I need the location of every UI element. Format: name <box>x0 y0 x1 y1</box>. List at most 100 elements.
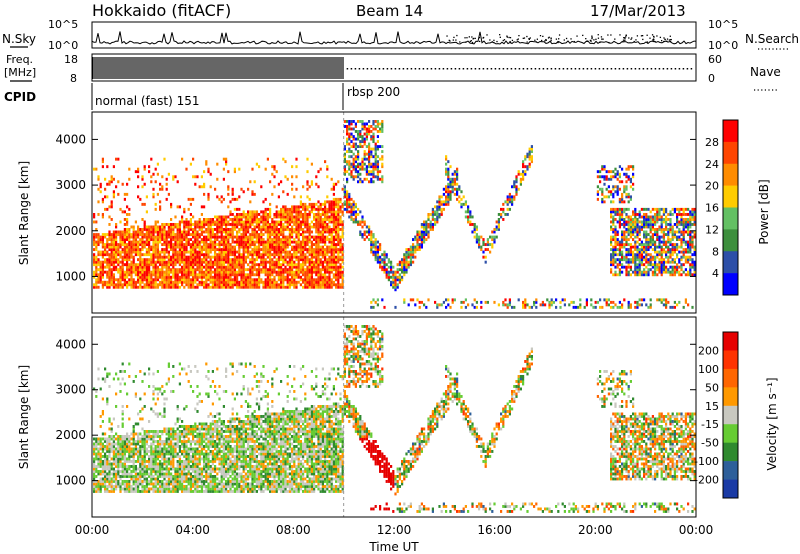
nsearch-dot <box>544 40 546 42</box>
heatmap-cell <box>348 195 351 199</box>
heatmap-cell <box>253 233 256 237</box>
heatmap-cell <box>629 245 632 249</box>
heatmap-cell <box>341 225 344 229</box>
heatmap-cell <box>194 175 197 179</box>
heatmap-cell <box>310 182 313 186</box>
heatmap-cell <box>632 245 635 249</box>
heatmap-cell <box>372 180 375 184</box>
heatmap-cell <box>264 260 267 264</box>
heatmap-cell <box>145 225 148 229</box>
heatmap-cell <box>282 260 285 264</box>
heatmap-cell <box>152 195 155 199</box>
heatmap-cell <box>282 280 285 284</box>
heatmap-cell <box>638 250 641 254</box>
heatmap-cell <box>200 260 203 264</box>
heatmap-cell <box>372 305 375 309</box>
heatmap-cell <box>128 213 131 216</box>
heatmap-cell <box>185 230 188 234</box>
heatmap-cell <box>374 167 377 171</box>
heatmap-cell <box>493 230 496 234</box>
heatmap-cell <box>251 278 254 282</box>
heatmap-cell <box>236 207 239 211</box>
heatmap-cell <box>148 225 151 229</box>
heatmap-cell <box>249 258 252 262</box>
heatmap-cell <box>328 230 331 234</box>
heatmap-cell <box>247 285 250 289</box>
heatmap-cell <box>108 235 111 239</box>
heatmap-cell <box>214 187 217 191</box>
heatmap-cell <box>385 255 388 259</box>
heatmap-cell <box>185 268 188 272</box>
heatmap-cell <box>522 177 525 181</box>
heatmap-cell <box>115 223 118 226</box>
nsearch-dot <box>591 35 593 37</box>
heatmap-cell <box>181 268 184 272</box>
heatmap-cell <box>623 230 626 234</box>
heatmap-cell <box>599 175 602 179</box>
heatmap-cell <box>108 243 111 247</box>
heatmap-cell <box>110 283 113 287</box>
heatmap-cell <box>647 223 650 226</box>
heatmap-cell <box>332 280 335 284</box>
heatmap-cell <box>427 215 430 219</box>
heatmap-cell <box>156 255 159 259</box>
heatmap-cell <box>271 233 274 237</box>
heatmap-cell <box>152 243 155 247</box>
heatmap-cell <box>264 285 267 289</box>
heatmap-cell <box>445 197 448 201</box>
heatmap-cell <box>231 190 234 194</box>
heatmap-cell <box>156 235 159 239</box>
heatmap-cell <box>460 205 463 209</box>
heatmap-cell <box>308 268 311 272</box>
heatmap-cell <box>275 205 278 209</box>
heatmap-cell <box>288 210 291 214</box>
heatmap-cell <box>269 263 272 267</box>
heatmap-cell <box>361 135 364 139</box>
heatmap-cell <box>332 238 335 242</box>
heatmap-cell <box>385 268 388 272</box>
heatmap-cell <box>161 230 164 234</box>
heatmap-cell <box>412 298 415 302</box>
heatmap-cell <box>524 298 527 302</box>
heatmap-cell <box>403 253 406 257</box>
heatmap-cell <box>412 238 415 242</box>
heatmap-cell <box>610 255 613 259</box>
heatmap-cell <box>214 253 217 257</box>
heatmap-cell <box>269 223 272 226</box>
heatmap-cell <box>381 122 384 126</box>
heatmap-cell <box>431 207 434 211</box>
heatmap-cell <box>176 260 179 264</box>
heatmap-cell <box>211 283 214 287</box>
heatmap-cell <box>119 253 122 257</box>
heatmap-cell <box>174 215 177 219</box>
heatmap-cell <box>363 157 366 161</box>
heatmap-cell <box>240 243 243 247</box>
heatmap-cell <box>500 207 503 211</box>
heatmap-cell <box>288 270 291 274</box>
heatmap-cell <box>150 175 153 179</box>
heatmap-cell <box>370 130 373 133</box>
heatmap-cell <box>284 253 287 257</box>
heatmap-cell <box>363 127 366 131</box>
heatmap-cell <box>233 270 236 274</box>
heatmap-cell <box>326 195 329 199</box>
heatmap-cell <box>372 155 375 159</box>
heatmap-cell <box>284 245 287 249</box>
heatmap-cell <box>269 215 272 219</box>
heatmap-cell <box>170 278 173 282</box>
heatmap-cell <box>271 240 274 244</box>
heatmap-cell <box>288 235 291 239</box>
heatmap-cell <box>260 270 263 274</box>
heatmap-cell <box>308 285 311 289</box>
heatmap-cell <box>251 263 254 267</box>
heatmap-cell <box>240 223 243 226</box>
heatmap-cell <box>447 192 450 196</box>
heatmap-cell <box>229 253 232 257</box>
heatmap-cell <box>286 263 289 267</box>
heatmap-cell <box>632 213 635 216</box>
heatmap-cell <box>330 207 333 211</box>
heatmap-cell <box>315 240 318 244</box>
heatmap-cell <box>522 160 525 164</box>
heatmap-cell <box>368 160 371 164</box>
heatmap-cell <box>319 233 322 237</box>
